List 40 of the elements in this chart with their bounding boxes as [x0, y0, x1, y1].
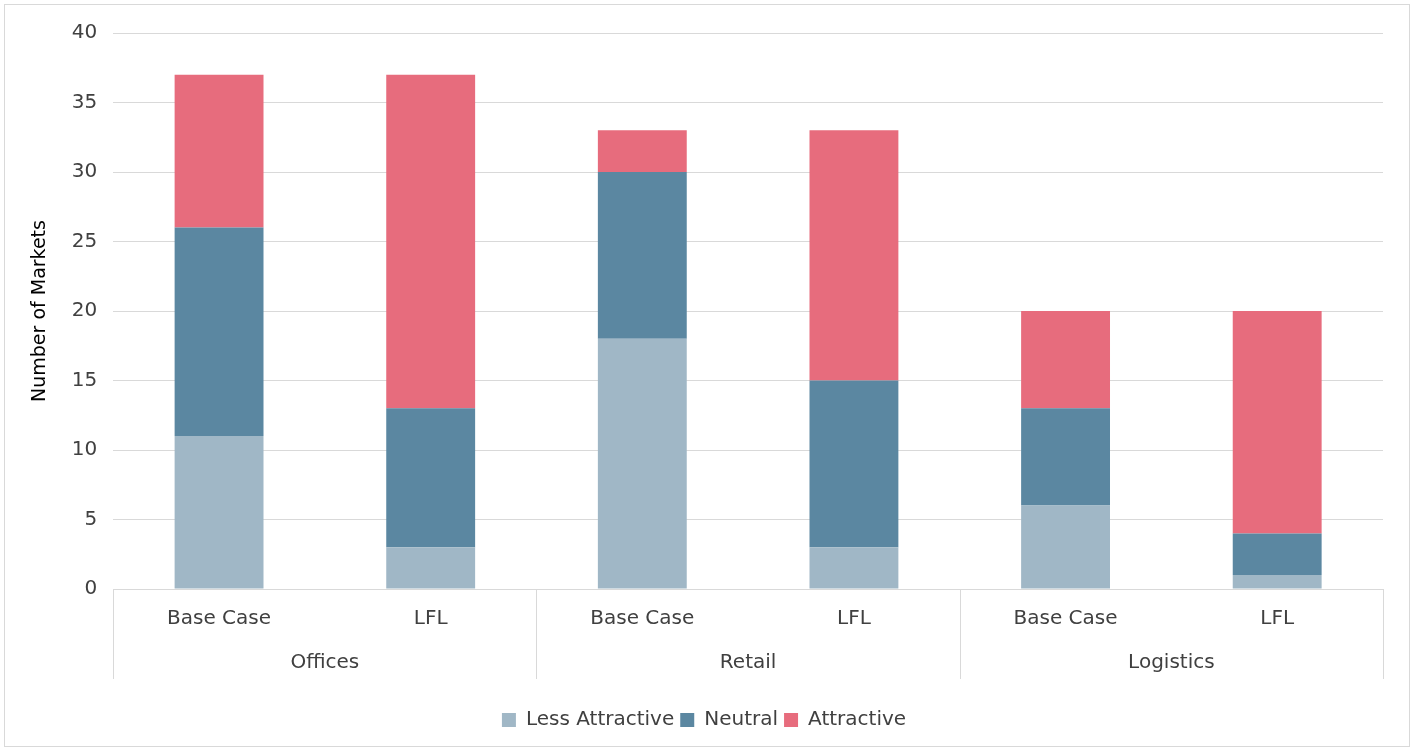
- y-tick-label: 35: [71, 88, 98, 113]
- bar: [597, 172, 687, 339]
- y-tick-label: 5: [84, 505, 98, 530]
- y-tick-label: 10: [71, 436, 98, 461]
- bar: [809, 130, 899, 381]
- bar: [386, 547, 476, 589]
- x-tick-label: Base Case: [590, 605, 695, 630]
- x-tick-label: Base Case: [1013, 605, 1118, 630]
- x-tick-label: LFL: [1260, 605, 1295, 630]
- y-tick-label: 15: [71, 366, 98, 391]
- bar: [1021, 311, 1110, 409]
- y-tick-label: 30: [71, 158, 98, 183]
- bar: [174, 436, 264, 589]
- bar: [1232, 575, 1322, 589]
- legend-label: Neutral: [704, 706, 779, 731]
- y-axis-title: Number of Markets: [27, 220, 50, 402]
- text: Logistics: [1128, 649, 1215, 674]
- bar: [386, 408, 476, 548]
- bar: [174, 74, 264, 228]
- bar: [386, 74, 476, 409]
- bar: [1232, 311, 1322, 534]
- bar: [174, 227, 264, 437]
- text: Offices: [290, 649, 360, 674]
- bar: [597, 338, 687, 589]
- bar: [809, 380, 899, 548]
- legend-label: Attractive: [808, 706, 907, 731]
- x-tick-label: Base Case: [167, 605, 272, 630]
- x-tick-label: LFL: [837, 605, 872, 630]
- y-tick-label: 25: [71, 227, 98, 252]
- bar: [1021, 408, 1110, 506]
- y-tick-label: 20: [71, 297, 98, 322]
- bar: [597, 130, 687, 172]
- legend-label: Less Attractive: [525, 706, 675, 731]
- text: Retail: [719, 649, 777, 674]
- bar: [1021, 505, 1110, 589]
- bar: [809, 547, 899, 589]
- y-tick-label: 0: [84, 575, 98, 600]
- x-tick-label: LFL: [413, 605, 449, 630]
- bar: [1232, 533, 1322, 576]
- y-tick-label: 40: [71, 19, 98, 44]
